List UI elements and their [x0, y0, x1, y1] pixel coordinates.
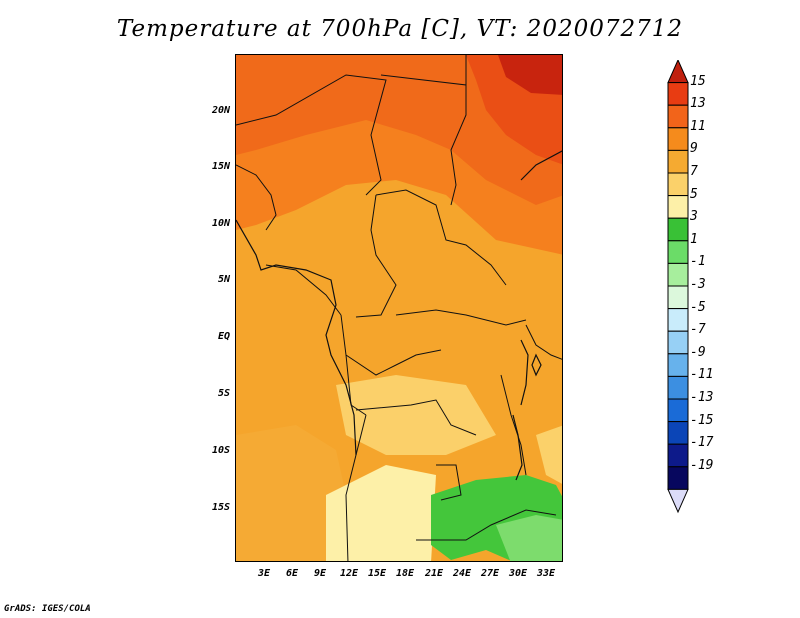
colorbar-label: -3: [690, 277, 706, 292]
colorbar-label: -5: [690, 299, 706, 315]
colorbar-label: -13: [690, 390, 714, 405]
lon-tick: 24E: [452, 568, 472, 579]
colorbar-segment: [667, 82, 689, 106]
chart-title: Temperature at 700hPa [C], VT: 202007271…: [116, 16, 684, 42]
lat-tick: 10N: [211, 218, 230, 229]
colorbar-segment: [667, 353, 689, 377]
colorbar-segment: [667, 127, 689, 151]
colorbar-label: -7: [690, 322, 706, 338]
colorbar-segment: [667, 285, 689, 310]
colorbar: [667, 60, 689, 514]
lat-tick: 5S: [217, 388, 230, 399]
colorbar-segment: [667, 149, 689, 174]
colorbar-label: -17: [690, 435, 714, 451]
lat-tick: EQ: [217, 331, 230, 342]
colorbar-segment: [667, 421, 689, 445]
colorbar-label: 13: [690, 96, 706, 112]
lon-tick: 15E: [367, 568, 387, 579]
lat-tick: 20N: [211, 105, 230, 116]
lon-tick: 27E: [480, 568, 500, 579]
colorbar-label: 11: [690, 118, 706, 134]
colorbar-segment: [667, 466, 689, 490]
footer-credit: GrADS: IGES/COLA: [4, 604, 91, 614]
colorbar-label: 3: [690, 209, 698, 225]
lat-tick: 5N: [217, 274, 230, 285]
colorbar-segment: [667, 262, 689, 287]
lon-tick: 21E: [424, 568, 444, 579]
lat-tick: 15N: [211, 161, 230, 172]
temperature-map: [235, 54, 563, 562]
colorbar-segment: [667, 330, 689, 355]
colorbar-top-arrow: [667, 60, 689, 84]
colorbar-label: 5: [690, 186, 698, 202]
lon-tick: 12E: [339, 568, 359, 579]
colorbar-label: -15: [690, 412, 714, 428]
colorbar-label: -19: [690, 457, 714, 473]
lon-tick: 30E: [508, 568, 528, 579]
colorbar-segment: [667, 375, 689, 400]
colorbar-label: 15: [690, 73, 706, 89]
colorbar-bottom-arrow: [667, 488, 689, 514]
lat-tick: 15S: [211, 502, 230, 513]
colorbar-segment: [667, 172, 689, 197]
colorbar-segment: [667, 443, 689, 468]
colorbar-segment: [667, 195, 689, 219]
lat-tick: 10S: [211, 445, 230, 456]
colorbar-label: 1: [690, 231, 698, 247]
colorbar-segment: [667, 398, 689, 423]
colorbar-label: 9: [690, 141, 698, 157]
lon-tick: 3E: [257, 568, 271, 579]
lon-tick: 6E: [285, 568, 299, 579]
colorbar-segment: [667, 240, 689, 264]
colorbar-label: -1: [690, 254, 706, 270]
colorbar-label: -9: [690, 344, 706, 360]
temperature-field: [236, 55, 562, 561]
lon-tick: 33E: [536, 568, 556, 579]
lon-tick: 9E: [313, 568, 327, 579]
colorbar-segment: [667, 104, 689, 129]
colorbar-label: -11: [690, 367, 714, 383]
lon-tick: 18E: [395, 568, 415, 579]
colorbar-label: 7: [690, 164, 698, 179]
colorbar-segment: [667, 217, 689, 242]
colorbar-segment: [667, 308, 689, 332]
